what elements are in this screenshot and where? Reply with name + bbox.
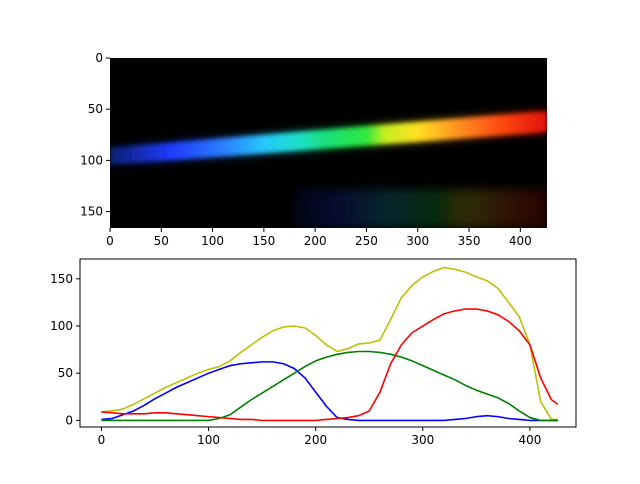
image-x-tick-label: 400 (509, 234, 532, 248)
image-y-axis: 0 50 100 150 (80, 51, 110, 219)
spectrum-image (110, 58, 547, 228)
series-layer (101, 266, 559, 422)
image-x-tick-label: 100 (201, 234, 224, 248)
plot-x-tick-label: 400 (518, 433, 541, 447)
image-x-tick-label: 350 (458, 234, 481, 248)
plot-y-axis: 0 50 100 150 (50, 272, 80, 427)
series-line-1 (101, 361, 558, 422)
image-x-axis: 0 50 100 150 200 250 300 350 400 (106, 228, 532, 248)
plot-y-tick-label: 50 (58, 366, 73, 380)
plot-x-tick-label: 0 (98, 433, 106, 447)
plot-x-tick-label: 300 (411, 433, 434, 447)
plot-y-tick-label: 150 (50, 272, 73, 286)
image-x-tick-label: 300 (406, 234, 429, 248)
band-core (110, 111, 547, 165)
plot-x-axis: 0 100 200 300 400 (98, 427, 541, 447)
series-line-2 (101, 350, 558, 422)
intensity-line-plot: 0 100 200 300 400 0 50 100 150 (50, 258, 577, 447)
spectrum-band (110, 111, 547, 228)
image-y-tick-label: 50 (88, 102, 103, 116)
image-x-tick-label: 150 (252, 234, 275, 248)
image-x-tick-label: 0 (106, 234, 114, 248)
image-y-tick-label: 0 (95, 51, 103, 65)
image-y-tick-label: 100 (80, 153, 103, 167)
image-y-tick-label: 150 (80, 205, 103, 219)
plot-y-tick-label: 100 (50, 319, 73, 333)
plot-y-tick-label: 0 (65, 413, 73, 427)
plot-frame (79, 258, 577, 428)
image-x-tick-label: 50 (154, 234, 169, 248)
plot-x-tick-label: 100 (197, 433, 220, 447)
series-line-3 (101, 308, 559, 422)
image-x-tick-label: 200 (304, 234, 327, 248)
series-line-0 (101, 266, 558, 421)
image-x-tick-label: 250 (355, 234, 378, 248)
spectrum-image-panel: 0 50 100 150 200 250 300 350 400 0 50 100 150 (80, 51, 547, 248)
band-reflection (294, 189, 547, 228)
plot-x-tick-label: 200 (304, 433, 327, 447)
